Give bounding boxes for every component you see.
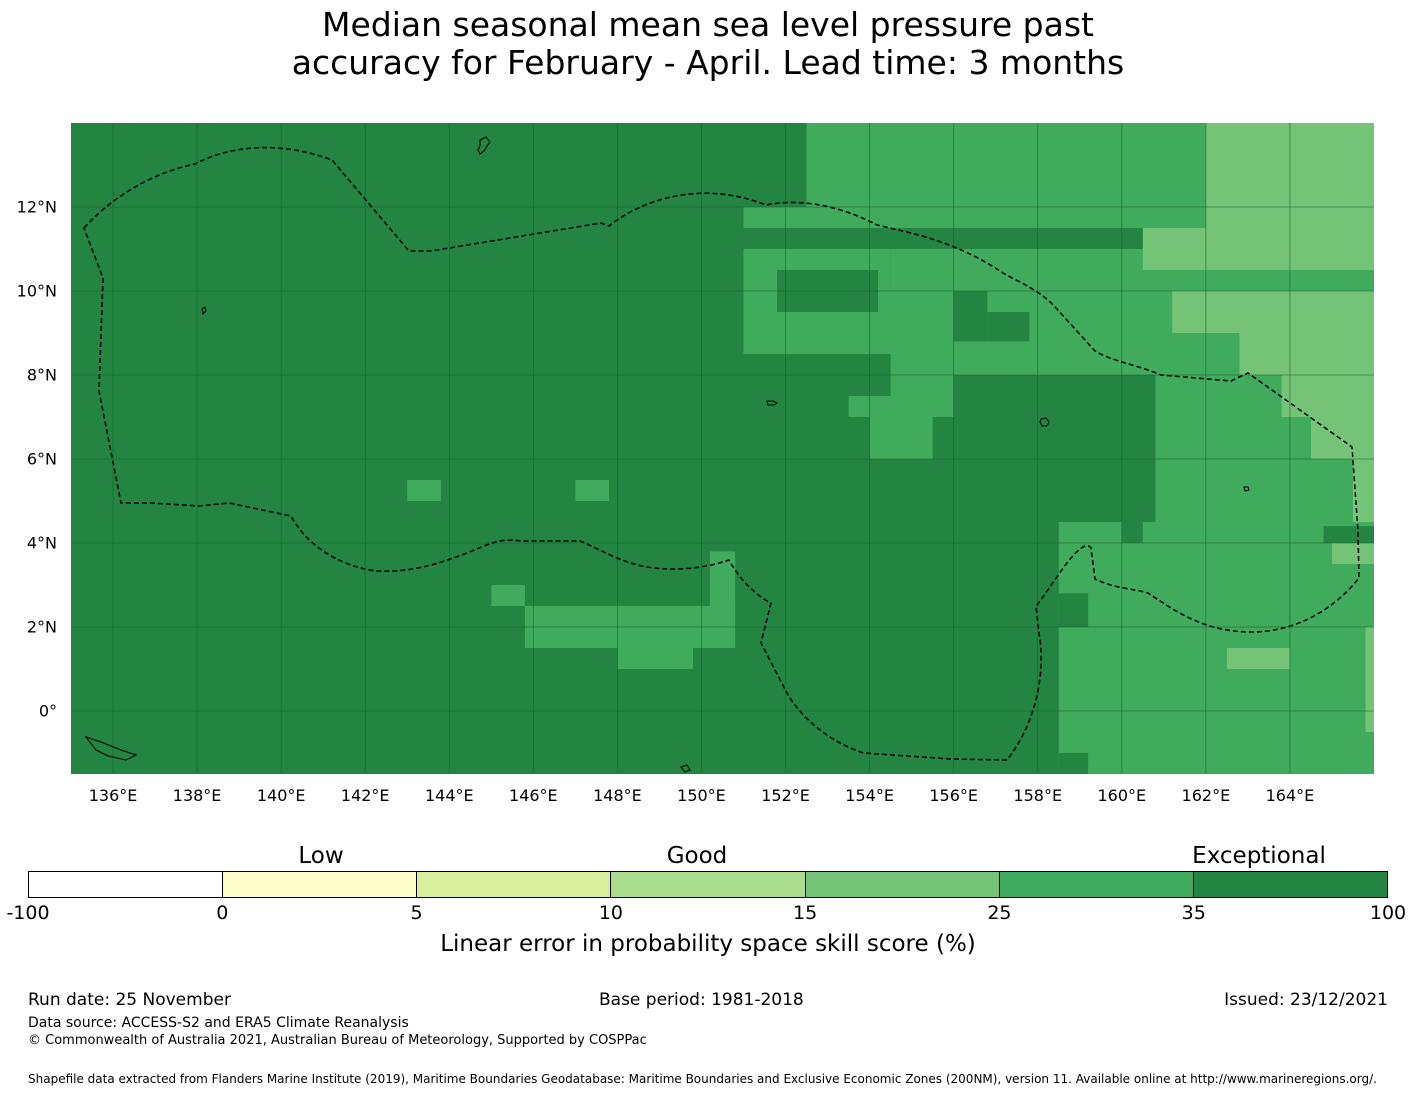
longitude-label: 142°E <box>340 786 390 805</box>
latitude-label: 4°N <box>26 533 57 553</box>
skill-cell <box>987 312 1030 342</box>
skill-cell <box>953 291 988 342</box>
skill-cell <box>1352 459 1374 522</box>
category-exceptional: Exceptional <box>1192 843 1326 869</box>
colorbar-tick-label: 10 <box>598 902 623 924</box>
skill-map-svg <box>71 123 1374 774</box>
longitude-label: 160°E <box>1097 786 1147 805</box>
island-kosrae <box>1243 486 1250 492</box>
skill-cell <box>1281 375 1374 417</box>
skill-cell <box>1226 648 1290 669</box>
latitude-label: 10°N <box>16 281 57 301</box>
colorbar-tick-label: -100 <box>6 902 50 924</box>
islands <box>84 136 1250 773</box>
colorbar-tick-label: 25 <box>987 902 1012 924</box>
skill-cell <box>491 585 525 606</box>
colorbar-segment <box>999 872 1194 897</box>
latitude-label: 12°N <box>16 197 57 217</box>
island-manus <box>680 764 691 773</box>
skill-cell <box>617 648 694 669</box>
island-pohnpei <box>1039 417 1050 427</box>
category-low: Low <box>298 843 344 869</box>
skill-cell <box>1058 593 1089 627</box>
graticule <box>71 123 1374 774</box>
map-title-line2: accuracy for February - April. Lead time… <box>291 43 1125 82</box>
longitude-label: 162°E <box>1181 786 1231 805</box>
longitude-label: 154°E <box>845 786 894 805</box>
skill-cell <box>1239 333 1374 375</box>
shapefile-credit: Shapefile data extracted from Flanders M… <box>28 1072 1377 1086</box>
colorbar-segment <box>29 872 224 897</box>
longitude-label: 164°E <box>1265 786 1315 805</box>
data-source: Data source: ACCESS-S2 and ERA5 Climate … <box>28 1015 409 1031</box>
latitude-label: 2°N <box>26 617 57 637</box>
colorbar-tick-label: 100 <box>1369 902 1407 924</box>
colorbar-segment <box>805 872 1000 897</box>
longitude-label: 136°E <box>88 786 138 805</box>
skill-cell <box>1016 375 1156 522</box>
skill-cell <box>743 207 807 228</box>
colorbar <box>28 871 1388 898</box>
skill-cell <box>575 480 610 501</box>
skill-cell <box>1331 543 1374 564</box>
longitude-label: 138°E <box>172 786 222 805</box>
longitude-label: 144°E <box>424 786 474 805</box>
longitude-label: 148°E <box>593 786 642 805</box>
colorbar-title: Linear error in probability space skill … <box>440 931 976 957</box>
skill-cell <box>1172 291 1374 333</box>
base-period: Base period: 1981-2018 <box>599 990 804 1010</box>
skill-cell <box>1310 417 1374 459</box>
skill-cell <box>835 270 866 296</box>
copyright: © Commonwealth of Australia 2021, Austra… <box>28 1033 647 1048</box>
island-chuuk <box>766 400 778 406</box>
map-title: Median seasonal mean sea level pressure … <box>0 6 1416 82</box>
skill-cells <box>407 123 1374 774</box>
colorbar-segment <box>223 872 418 897</box>
colorbar-tick-label: 35 <box>1181 902 1206 924</box>
skill-cell <box>407 480 441 501</box>
map-title-line1: Median seasonal mean sea level pressure … <box>322 5 1094 44</box>
skill-cell <box>1142 228 1374 270</box>
colorbar-tick-label: 5 <box>410 902 423 924</box>
longitude-label: 140°E <box>256 786 306 805</box>
colorbar-tick-label: 0 <box>216 902 229 924</box>
eez-boundary <box>83 146 1360 761</box>
colorbar-tick-label: 15 <box>793 902 818 924</box>
island-yap <box>201 306 207 316</box>
skill-cell <box>709 551 736 648</box>
longitude-label: 156°E <box>929 786 978 805</box>
island-guam <box>477 136 491 155</box>
run-date: Run date: 25 November <box>28 990 231 1010</box>
skill-cell <box>1058 543 1374 774</box>
colorbar-segment <box>1193 872 1387 897</box>
longitude-label: 152°E <box>761 786 810 805</box>
colorbar-segment <box>417 872 612 897</box>
skill-cell <box>1323 526 1374 543</box>
skill-map <box>71 123 1374 774</box>
latitude-label: 8°N <box>26 365 57 385</box>
skill-cell <box>869 417 933 459</box>
longitude-label: 146°E <box>509 786 558 805</box>
skill-cell <box>1058 753 1089 774</box>
issued-date: Issued: 23/12/2021 <box>1224 990 1388 1010</box>
island-png <box>84 736 138 761</box>
skill-cell <box>1365 627 1374 732</box>
latitude-label: 0° <box>38 701 57 721</box>
category-good: Good <box>666 843 728 869</box>
longitude-label: 158°E <box>1013 786 1063 805</box>
colorbar-segment <box>611 872 806 897</box>
longitude-label: 150°E <box>677 786 726 805</box>
latitude-label: 6°N <box>26 449 57 469</box>
